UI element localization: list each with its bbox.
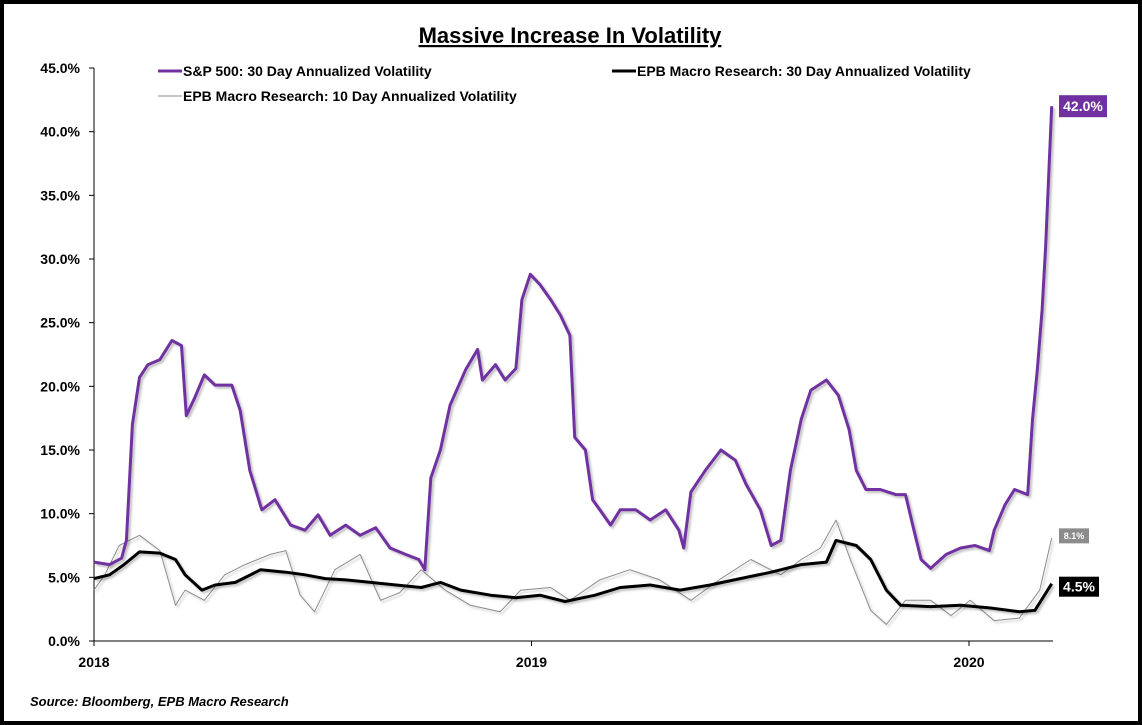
y-tick-label: 40.0% — [40, 124, 80, 140]
epb-30d-line — [93, 538, 1053, 614]
epb-10d-end-label: 8.1% — [1064, 531, 1085, 541]
legend: S&P 500: 30 Day Annualized Volatility EP… — [158, 63, 971, 104]
series-lines — [93, 106, 1054, 625]
y-tick-label: 30.0% — [40, 251, 80, 267]
legend-label-epb-10d: EPB Macro Research: 10 Day Annualized Vo… — [183, 88, 517, 104]
y-tick-label: 15.0% — [40, 442, 80, 458]
y-tick-label: 45.0% — [40, 60, 80, 76]
y-tick-label: 20.0% — [40, 378, 80, 394]
y-tick-label: 0.0% — [48, 633, 80, 649]
y-tick-label: 35.0% — [40, 187, 80, 203]
epb-30d-end-label-box — [1059, 576, 1099, 597]
sp500-end-label-box — [1059, 95, 1107, 118]
epb-10d-line — [93, 519, 1053, 625]
end-labels: 42.0% 4.5% 8.1% — [1059, 95, 1107, 597]
y-tick-label: 25.0% — [40, 315, 80, 331]
x-tick-label: 2020 — [953, 654, 984, 670]
y-tick-label: 10.0% — [40, 506, 80, 522]
sp500-30d-line — [93, 106, 1054, 572]
y-tick-label: 5.0% — [48, 569, 80, 585]
sp500-end-label: 42.0% — [1063, 98, 1103, 114]
legend-label-sp500: S&P 500: 30 Day Annualized Volatility — [183, 63, 432, 79]
x-tick-label: 2019 — [516, 654, 547, 670]
axes: 0.0% 5.0% 10.0% 15.0% 20.0% 25.0% 30.0% 35.0% 40… — [40, 60, 1053, 670]
chart-title: Massive Increase In Volatility — [419, 23, 723, 48]
epb-10d-end-label-box — [1059, 528, 1089, 544]
legend-label-epb-30d: EPB Macro Research: 30 Day Annualized Vo… — [637, 63, 971, 79]
epb-30d-end-label: 4.5% — [1063, 579, 1095, 595]
source-note: Source: Bloomberg, EPB Macro Research — [30, 694, 289, 709]
x-tick-label: 2018 — [78, 654, 109, 670]
